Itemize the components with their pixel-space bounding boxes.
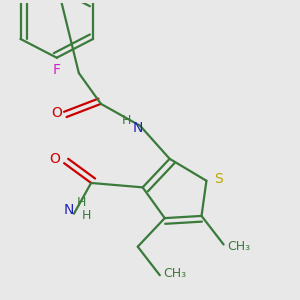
- Text: O: O: [51, 106, 62, 120]
- Text: CH₃: CH₃: [163, 267, 186, 280]
- Text: S: S: [214, 172, 223, 186]
- Text: H: H: [76, 196, 86, 209]
- Text: O: O: [49, 152, 60, 166]
- Text: N: N: [133, 121, 143, 135]
- Text: CH₃: CH₃: [227, 240, 250, 253]
- Text: H: H: [82, 209, 91, 222]
- Text: H: H: [122, 114, 131, 127]
- Text: N: N: [64, 203, 74, 217]
- Text: F: F: [53, 63, 61, 77]
